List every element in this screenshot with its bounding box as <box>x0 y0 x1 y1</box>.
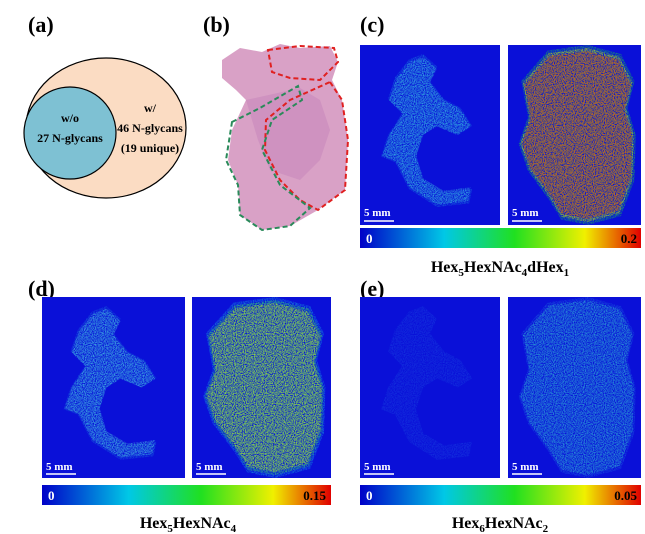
venn-text: 27 N-glycans <box>37 131 103 145</box>
formula-part: Hex <box>452 515 480 532</box>
colorbar <box>42 485 331 505</box>
formula: Hex5HexNAc4 <box>140 515 237 534</box>
formula-part: Hex <box>431 259 459 276</box>
histology-image <box>222 44 348 230</box>
formula-part: HexNAc <box>173 515 231 532</box>
colorbar <box>360 228 641 248</box>
venn-text: 46 N-glycans <box>117 121 183 135</box>
colorbar-max: 0.2 <box>621 231 637 246</box>
formula-sub: 4 <box>231 523 237 534</box>
colorbar-min: 0 <box>366 488 373 503</box>
venn-text: (19 unique) <box>121 141 179 155</box>
scale-bar-label: 5 mm <box>196 461 223 473</box>
scale-bar-label: 5 mm <box>512 207 539 219</box>
venn-text: w/ <box>144 101 157 115</box>
colorbar-min: 0 <box>48 488 55 503</box>
scale-bar-label: 5 mm <box>512 461 539 473</box>
formula-part: dHex <box>527 259 563 276</box>
formula: Hex6HexNAc2 <box>452 515 549 534</box>
formula-part: Hex <box>140 515 168 532</box>
scale-bar-label: 5 mm <box>364 461 391 473</box>
formula-part: HexNAc <box>485 515 543 532</box>
panel-label: (c) <box>360 12 384 37</box>
panel-label: (b) <box>203 12 230 37</box>
venn-text: w/o <box>61 111 79 125</box>
formula-sub: 1 <box>564 267 570 279</box>
figure: (a) w/o 27 N-glycans w/ 46 N-glycans (19… <box>0 0 645 534</box>
scale-bar-label: 5 mm <box>46 461 73 473</box>
colorbar-max: 0.05 <box>614 488 637 503</box>
colorbar-min: 0 <box>366 231 373 246</box>
formula: Hex5HexNAc4dHex1 <box>431 259 569 279</box>
colorbar-max: 0.15 <box>303 488 326 503</box>
scale-bar-label: 5 mm <box>364 207 391 219</box>
colorbar <box>360 485 641 505</box>
formula-part: HexNAc <box>464 259 522 276</box>
panel-label: (a) <box>28 12 54 37</box>
formula-sub: 2 <box>543 523 549 534</box>
